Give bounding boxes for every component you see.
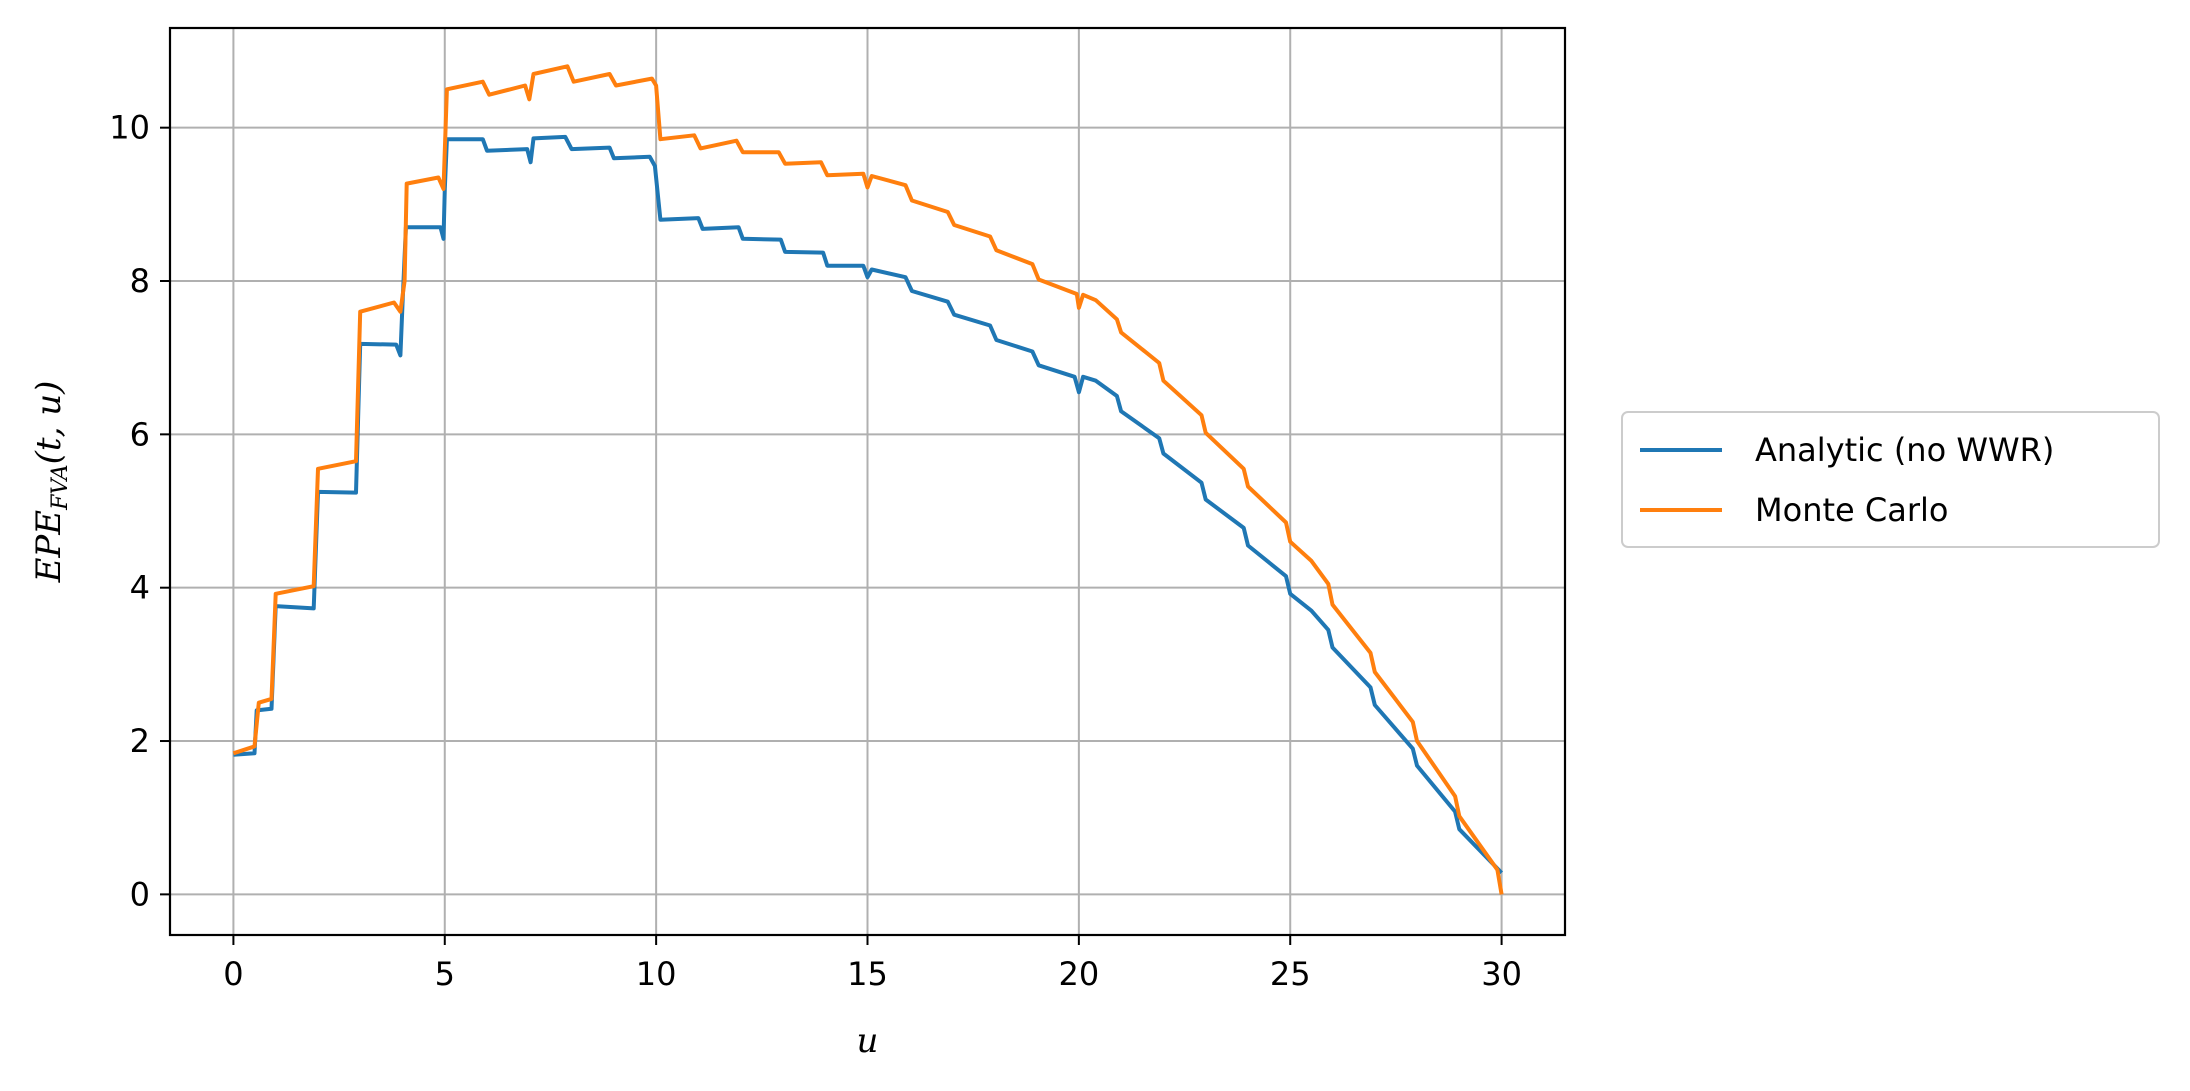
y-tick-label: 2 bbox=[130, 722, 150, 760]
x-axis-ticks: 0 5 10 15 20 25 30 bbox=[223, 935, 1522, 993]
y-axis-label: EPEFVA(t, u) bbox=[29, 381, 73, 584]
y-tick-label: 6 bbox=[130, 415, 150, 453]
series-lines bbox=[232, 64, 1504, 895]
y-axis-label-main: EPE bbox=[29, 510, 69, 584]
y-tick-label: 8 bbox=[130, 262, 150, 300]
x-tick-label: 30 bbox=[1481, 955, 1522, 993]
y-axis-ticks: 0 2 4 6 8 10 bbox=[109, 109, 170, 913]
y-tick-label: 0 bbox=[130, 875, 150, 913]
x-axis-label: u bbox=[857, 1021, 879, 1061]
x-tick-label: 20 bbox=[1059, 955, 1100, 993]
x-tick-label: 10 bbox=[636, 955, 677, 993]
legend: Analytic (no WWR) Monte Carlo bbox=[1621, 411, 2160, 548]
x-tick-label: 25 bbox=[1270, 955, 1311, 993]
x-tick-label: 15 bbox=[847, 955, 888, 993]
y-tick-label: 4 bbox=[130, 569, 150, 607]
x-tick-label: 0 bbox=[223, 955, 243, 993]
legend-label: Analytic (no WWR) bbox=[1755, 431, 2054, 469]
y-tick-label: 10 bbox=[109, 109, 150, 147]
y-axis-label-args: (t, u) bbox=[29, 381, 69, 465]
series-line-monte-carlo bbox=[232, 64, 1504, 895]
legend-label: Monte Carlo bbox=[1755, 491, 1948, 529]
legend-box bbox=[1621, 411, 2160, 548]
y-axis-label-sub: FVA bbox=[48, 464, 73, 511]
grid bbox=[170, 28, 1565, 935]
x-tick-label: 5 bbox=[435, 955, 455, 993]
